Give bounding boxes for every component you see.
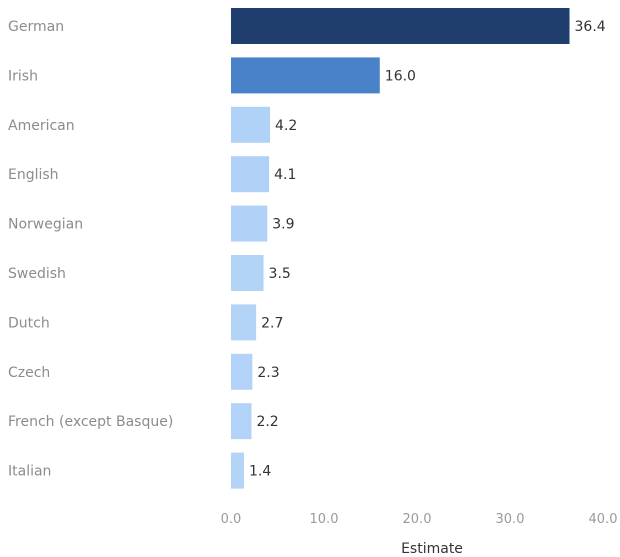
x-tick-label: 0.0 <box>221 512 242 527</box>
bar-german[interactable] <box>231 8 570 44</box>
category-label: French (except Basque) <box>8 414 173 430</box>
bars-layer <box>231 8 570 489</box>
x-axis-ticks: 0.0 10.0 20.0 30.0 40.0 <box>221 512 618 527</box>
value-label: 3.5 <box>269 266 291 282</box>
bar-swedish[interactable] <box>231 255 264 291</box>
category-label: Norwegian <box>8 217 83 233</box>
category-label: German <box>8 19 64 35</box>
value-label: 4.1 <box>274 167 296 183</box>
category-label: Czech <box>8 365 50 381</box>
x-tick-label: 30.0 <box>496 512 525 527</box>
value-label: 2.2 <box>256 414 278 430</box>
value-labels: 36.4 16.0 4.2 4.1 3.9 3.5 2.7 2.3 2.2 1.4 <box>249 19 606 480</box>
value-label: 2.3 <box>257 365 279 381</box>
value-label: 2.7 <box>261 315 283 331</box>
bar-english[interactable] <box>231 156 270 193</box>
value-label: 36.4 <box>575 19 606 35</box>
bar-american[interactable] <box>231 106 271 143</box>
bar-irish[interactable] <box>231 57 380 94</box>
category-label: Irish <box>8 68 38 84</box>
bar-french-except-basque[interactable] <box>231 403 252 440</box>
value-label: 4.2 <box>275 118 297 134</box>
category-label: American <box>8 118 75 134</box>
value-label: 16.0 <box>385 68 416 84</box>
value-label: 1.4 <box>249 464 271 480</box>
x-axis-title: Estimate <box>401 541 463 557</box>
x-tick-label: 10.0 <box>310 512 339 527</box>
category-label: English <box>8 167 59 183</box>
x-tick-label: 20.0 <box>403 512 432 527</box>
x-tick-label: 40.0 <box>589 512 618 527</box>
category-label: Swedish <box>8 266 66 282</box>
bar-czech[interactable] <box>231 353 253 390</box>
category-label: Dutch <box>8 315 50 331</box>
value-label: 3.9 <box>272 217 294 233</box>
bar-dutch[interactable] <box>231 304 257 341</box>
bar-norwegian[interactable] <box>231 205 268 242</box>
category-labels: German Irish American English Norwegian Swedi… <box>8 19 173 480</box>
bar-italian[interactable] <box>231 452 245 489</box>
category-label: Italian <box>8 464 51 480</box>
